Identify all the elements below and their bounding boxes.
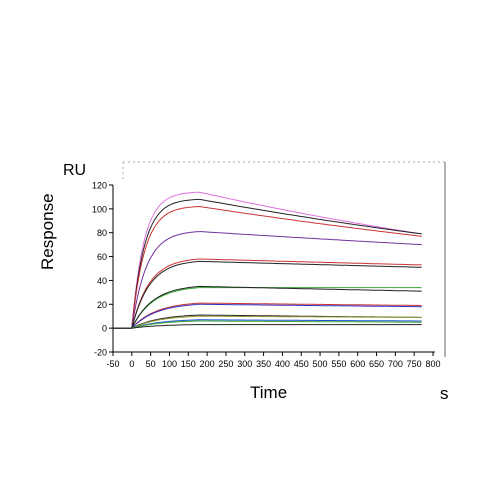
y-tick-label: -20 [94,348,107,358]
y-axis-label: Response [38,193,57,270]
sensorgram-curve [113,303,422,329]
y-tick-label: 0 [102,324,107,334]
y-tick-label: 120 [92,181,107,191]
sensorgram-curve [113,315,422,329]
sensorgram-curve [113,285,422,329]
sensorgram-curve [113,302,422,329]
y-tick-label: 40 [97,276,107,286]
x-axis-label: Time [250,383,288,402]
x-tick-label: 600 [350,359,365,369]
x-tick-label: 800 [425,359,440,369]
sensorgram-curve [113,191,422,329]
x-tick-label: 550 [331,359,346,369]
y-unit-label: RU [63,162,87,179]
sensorgram-curve [113,231,422,329]
sensorgram-curve [113,324,422,329]
x-tick-label: 250 [218,359,233,369]
y-tick-label: 20 [97,300,107,310]
x-tick-label: 150 [181,359,196,369]
x-tick-label: 500 [313,359,328,369]
x-tick-label: 300 [237,359,252,369]
y-tick-label: 80 [97,228,107,238]
y-tick-label: 60 [97,252,107,262]
x-tick-label: -50 [106,359,119,369]
x-tick-label: 350 [256,359,271,369]
sensorgram-curve [113,258,422,329]
x-tick-label: 650 [369,359,384,369]
sensorgram-curve [113,205,422,329]
sensorgram-curve [113,320,422,329]
x-unit-label: s [440,384,449,403]
sensorgram-curve [113,260,422,329]
x-tick-label: 700 [388,359,403,369]
y-tick-label: 100 [92,204,107,214]
sensorgram-curve [113,319,422,329]
x-tick-label: 400 [275,359,290,369]
x-tick-label: 450 [294,359,309,369]
x-tick-label: 750 [407,359,422,369]
x-tick-label: 50 [146,359,156,369]
x-tick-label: 100 [162,359,177,369]
x-tick-label: 200 [200,359,215,369]
x-tick-label: 0 [129,359,134,369]
sensorgram-curve [113,198,422,329]
